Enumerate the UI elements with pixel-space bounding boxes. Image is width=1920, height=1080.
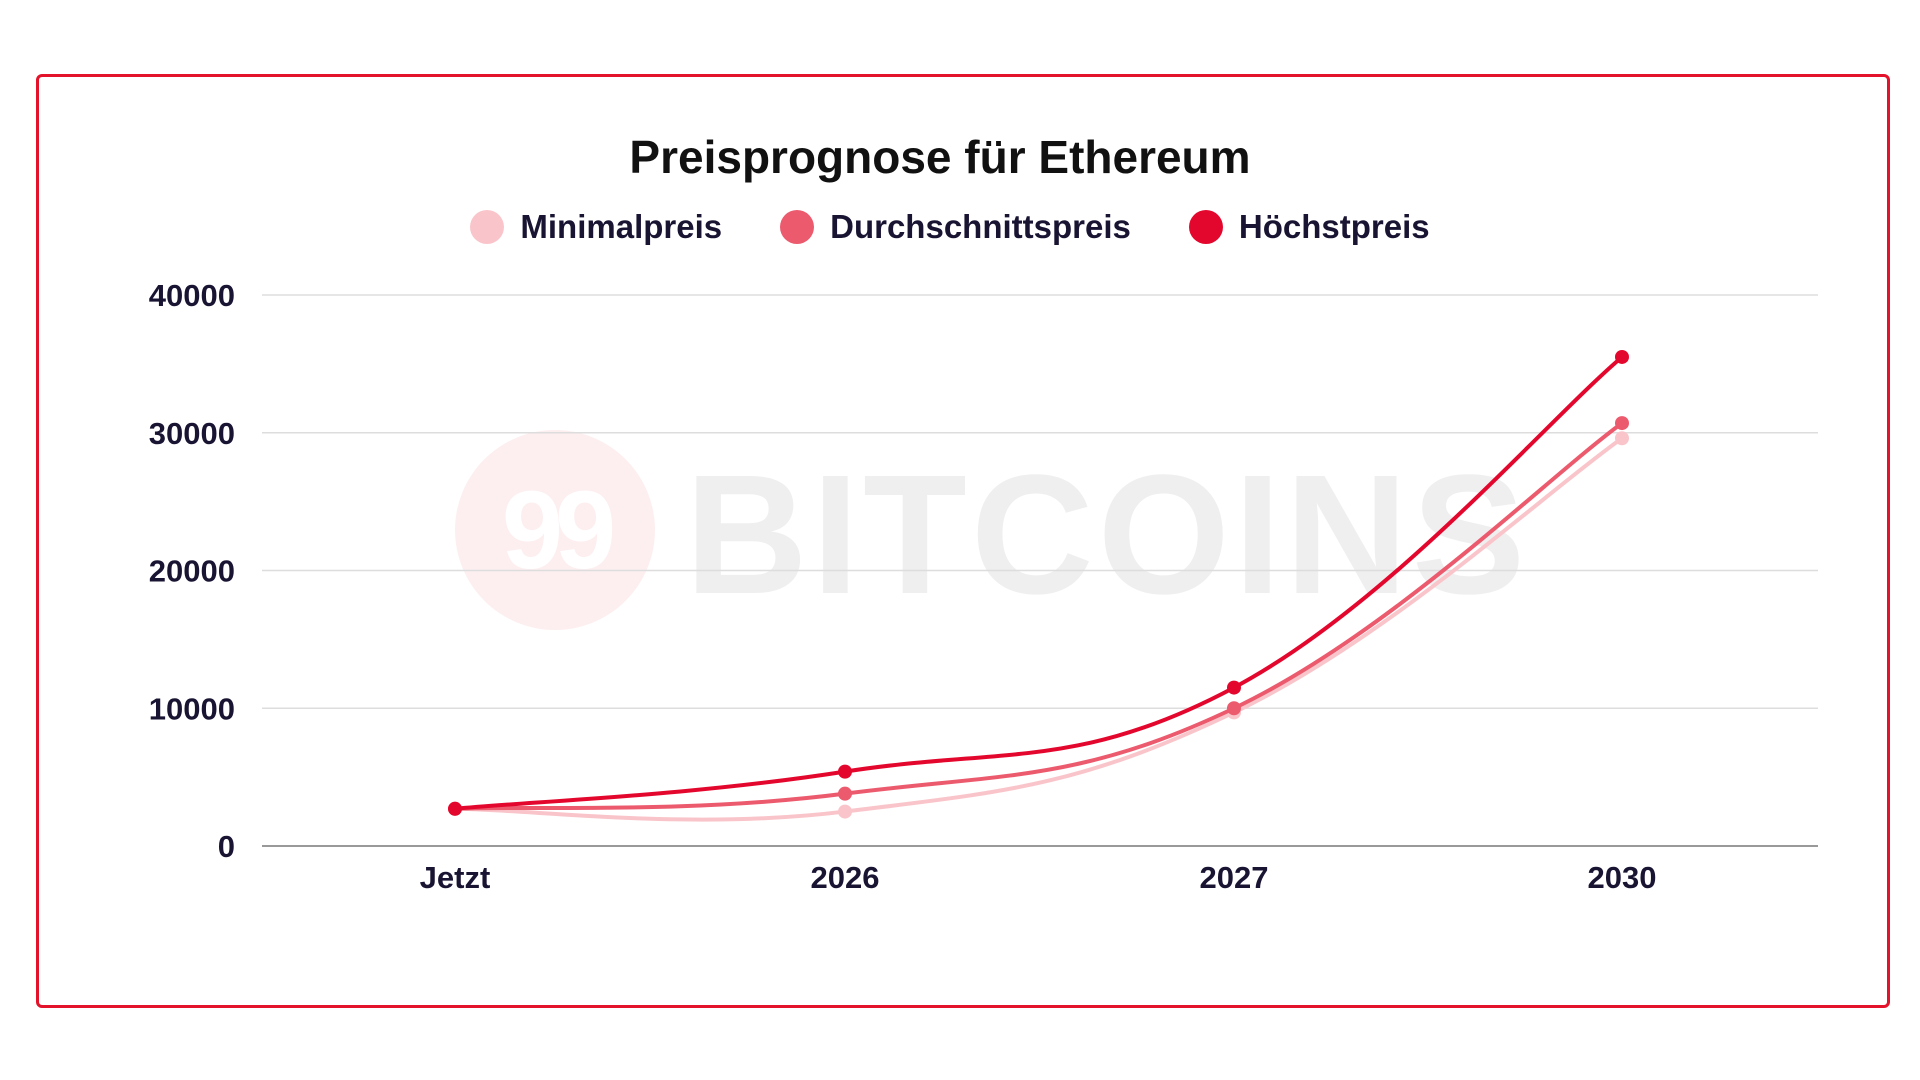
series-line-durchschnittspreis (453, 421, 1624, 811)
y-tick-label: 30000 (149, 416, 235, 451)
legend-item-minimalpreis: Minimalpreis (470, 208, 722, 246)
legend-label: Minimalpreis (520, 208, 723, 245)
data-point (1227, 701, 1241, 716)
legend-label: Durchschnittspreis (830, 208, 1131, 245)
chart-frame (36, 74, 1890, 1008)
y-tick-label: 40000 (149, 278, 235, 313)
y-tick-label: 0 (218, 829, 235, 864)
legend-marker (470, 210, 505, 244)
legend-label: Höchstpreis (1238, 208, 1430, 245)
data-point (838, 764, 852, 779)
x-tick-label: 2030 (1588, 860, 1657, 895)
y-tick-label: 10000 (149, 691, 235, 726)
data-point (838, 786, 852, 801)
data-point (1227, 680, 1241, 695)
x-tick-label: Jetzt (420, 860, 491, 895)
legend-item-hoechstpreis: Höchstpreis (1188, 208, 1430, 246)
data-point (1615, 416, 1629, 431)
series-line-minimalpreis (453, 436, 1624, 822)
x-tick-label: 2027 (1200, 860, 1269, 895)
data-point (448, 801, 462, 816)
y-tick-label: 20000 (149, 554, 235, 589)
x-tick-label: 2026 (811, 860, 880, 895)
data-point (1615, 349, 1629, 364)
legend-marker (1188, 210, 1223, 244)
series-line-höchstpreis (453, 354, 1624, 811)
data-point (1615, 431, 1629, 446)
legend-item-durchschnittspreis: Durchschnittspreis (780, 208, 1131, 246)
data-point (838, 804, 852, 819)
legend-marker (780, 210, 815, 244)
chart-title: Preisprognose für Ethereum (629, 131, 1251, 183)
chart-legend: Minimalpreis Durchschnittspreis Höchstpr… (0, 208, 1920, 246)
